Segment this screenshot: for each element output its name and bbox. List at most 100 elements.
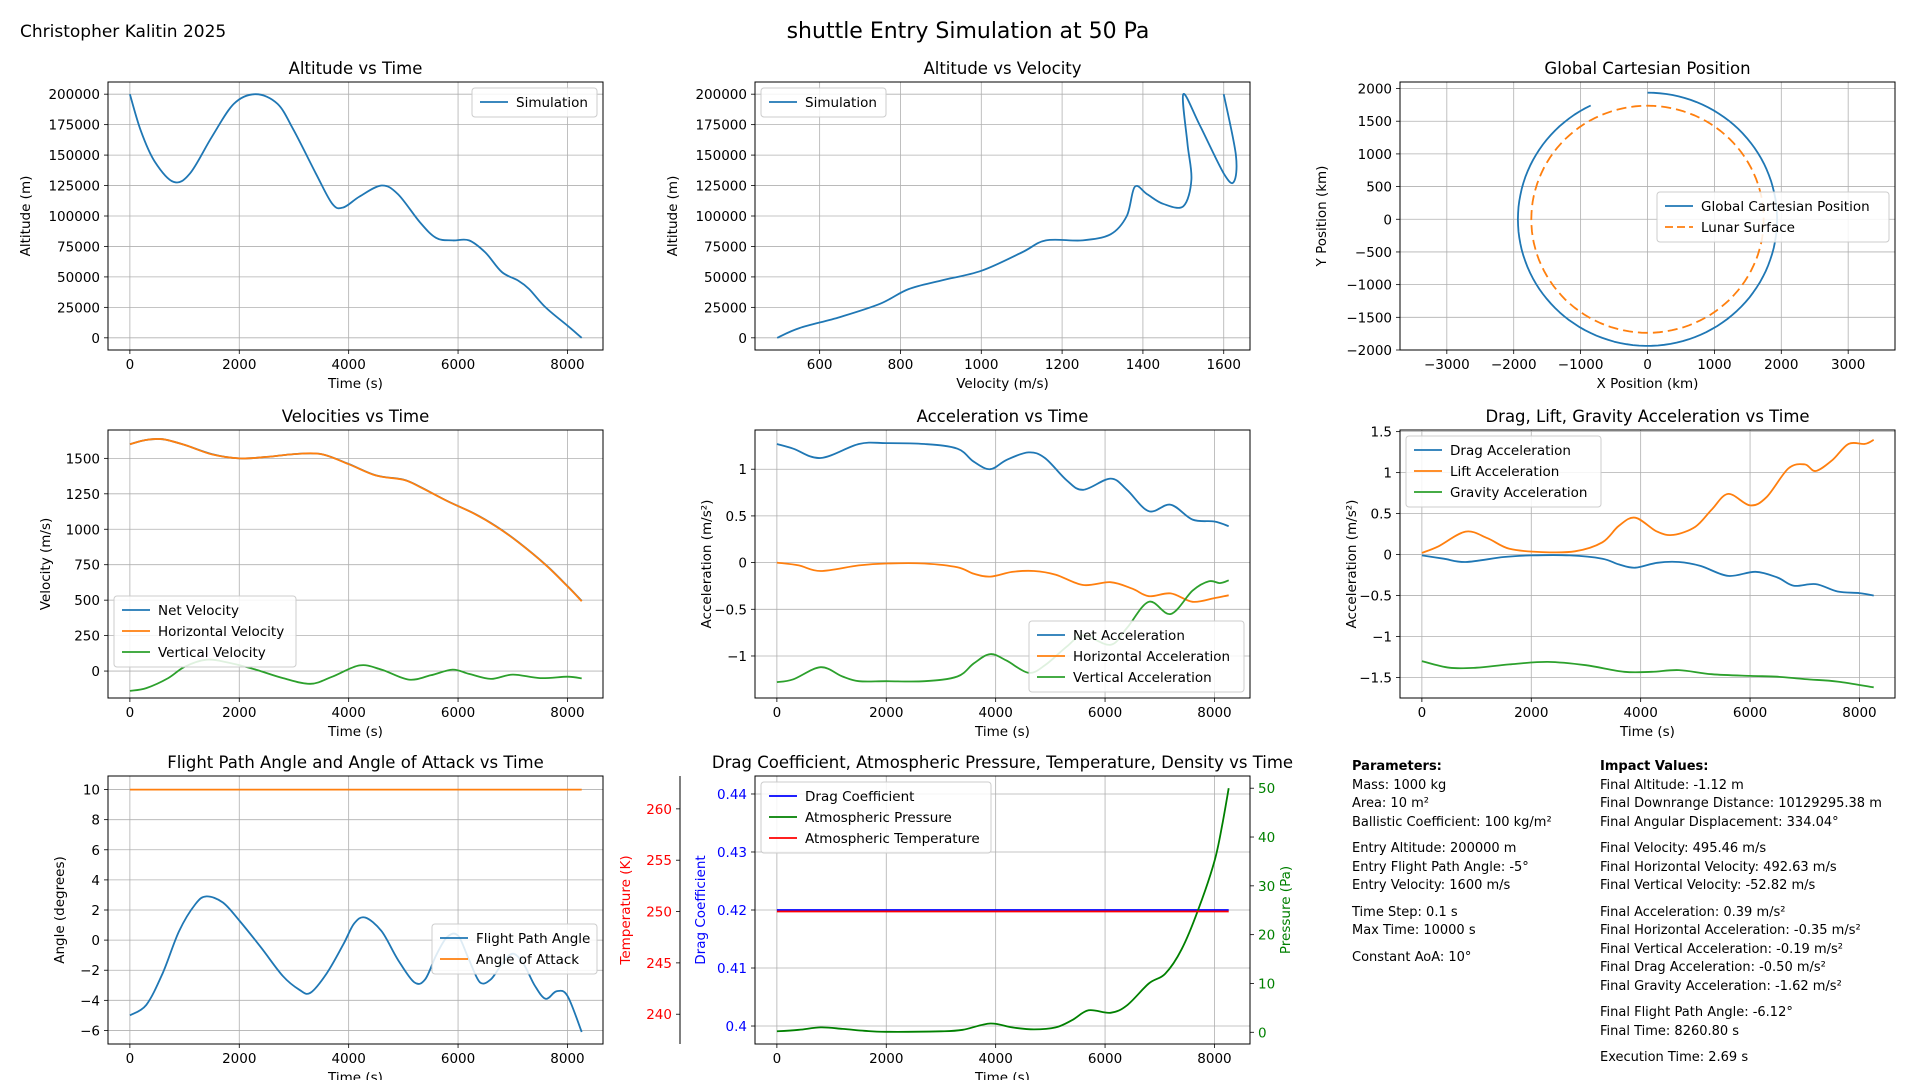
x-tick-label: 600: [807, 357, 833, 373]
temperature-tick-label: 255: [646, 853, 672, 869]
temperature-tick-label: 250: [646, 905, 672, 921]
param-entry-fpa: Entry Flight Path Angle: -5°: [1352, 859, 1529, 875]
y-tick-label: 0: [1383, 212, 1392, 228]
x-tick-label: 2000: [1514, 705, 1548, 721]
impact-gacc: Final Gravity Acceleration: -1.62 m/s²: [1600, 978, 1842, 994]
legend: Drag Coefficient Atmospheric Pressure Atmo…: [760, 781, 992, 854]
x-tick-label: 6000: [1088, 705, 1122, 721]
x-tick-label: 8000: [1197, 705, 1231, 721]
series-line-lift-acceleration: [1421, 438, 1875, 554]
chart-dlg_time: Drag, Lift, Gravity Acceleration vs Time…: [1344, 407, 1896, 740]
legend-entry: Atmospheric Pressure: [805, 810, 952, 826]
impact-acc: Final Acceleration: 0.39 m/s²: [1600, 904, 1786, 920]
y-tick-label: 0: [91, 664, 100, 680]
y-axis-label: Altitude (m): [18, 176, 34, 257]
y-tick-label: 50000: [57, 270, 100, 286]
impact-dacc: Final Drag Acceleration: -0.50 m/s²: [1600, 960, 1826, 975]
axes-frame: [107, 429, 604, 699]
x-tick-label: 4000: [1623, 705, 1657, 721]
legend-box: [1656, 191, 1890, 243]
y-tick-label: 25000: [57, 300, 100, 316]
legend-entry: Gravity Acceleration: [1450, 485, 1588, 501]
series-line-horizontal-velocity: [129, 437, 583, 602]
y-tick-label: −2000: [1346, 343, 1392, 359]
chart-acc_time: Acceleration vs Time 0 2000 4000 6000 8000 −1 −…: [699, 407, 1251, 740]
y-tick-label: −4: [80, 993, 100, 1009]
legend-entry: Lift Acceleration: [1450, 464, 1559, 480]
pressure-tick-label: 20: [1258, 928, 1275, 944]
x-axis-label: Time (s): [974, 1070, 1030, 1080]
y-tick-label: 750: [74, 558, 100, 574]
pressure-tick-label: 40: [1258, 830, 1275, 846]
chart-alt_time: Altitude vs Time 0 2000 4000 6000 8000 0 25000 5…: [18, 59, 604, 392]
chart-title: Acceleration vs Time: [917, 407, 1089, 426]
y-tick-label: 0: [738, 331, 747, 347]
impact-hvel: Final Horizontal Velocity: 492.63 m/s: [1600, 859, 1837, 875]
legend-entry: Drag Coefficient: [805, 789, 914, 805]
impact-vacc: Final Vertical Acceleration: -0.19 m/s²: [1600, 941, 1843, 957]
x-tick-label: 8000: [1197, 1051, 1231, 1067]
y-tick-label: −1500: [1346, 310, 1392, 326]
axes-frame: [754, 775, 1251, 1045]
chart-title: Velocities vs Time: [282, 407, 430, 426]
impact-altitude: Final Altitude: -1.12 m: [1600, 777, 1744, 793]
axes-frame: [1399, 429, 1896, 699]
series-line-simulation: [776, 93, 1238, 339]
x-tick-label: 0: [773, 1051, 782, 1067]
chart-title: Drag, Lift, Gravity Acceleration vs Time: [1485, 407, 1809, 426]
series-line-drag-acceleration: [1421, 554, 1874, 597]
y-tick-label: 2000: [1358, 82, 1392, 98]
chart-alt_vel: Altitude vs Velocity 600 800 1000 1200 1400 16…: [665, 59, 1251, 392]
y-tick-label: 100000: [695, 209, 747, 225]
series-line-horizontal-acceleration: [776, 561, 1229, 603]
y-tick-label: 0.4: [726, 1019, 747, 1035]
legend-box: [431, 923, 598, 975]
impact-fpa: Final Flight Path Angle: -6.12°: [1600, 1005, 1793, 1020]
axes-frame: [107, 81, 604, 351]
x-axis-label: Velocity (m/s): [956, 376, 1049, 392]
legend-entry: Flight Path Angle: [476, 931, 590, 947]
legend-entry: Vertical Acceleration: [1073, 670, 1212, 686]
x-tick-label: −3000: [1424, 357, 1470, 373]
y-tick-label: 1000: [66, 522, 100, 538]
y-tick-label: 0: [91, 331, 100, 347]
legend-entry: Lunar Surface: [1701, 220, 1795, 236]
x-tick-label: 0: [1418, 705, 1427, 721]
x-axis-label: Time (s): [327, 724, 383, 740]
y-tick-label: 1: [1383, 466, 1392, 482]
x-tick-label: 4000: [331, 357, 365, 373]
x-tick-label: 6000: [441, 357, 475, 373]
series-line-net-velocity: [129, 437, 583, 602]
x-tick-label: 4000: [978, 1051, 1012, 1067]
x-tick-label: 8000: [550, 705, 584, 721]
param-area: Area: 10 m²: [1352, 796, 1429, 811]
y-tick-label: 1500: [66, 451, 100, 467]
plot-area: [776, 788, 1230, 1033]
chart-vel_time: Velocities vs Time 0 2000 4000 6000 8000 0 250 5…: [38, 407, 604, 740]
legend: Simulation: [471, 87, 598, 118]
y-tick-label: 500: [74, 593, 100, 609]
y-tick-label: 200000: [695, 87, 747, 103]
series-line-atmospheric-pressure: [776, 788, 1230, 1033]
y-tick-label: 0: [91, 933, 100, 949]
param-ballistic: Ballistic Coefficient: 100 kg/m²: [1352, 814, 1552, 830]
x-tick-label: 4000: [978, 705, 1012, 721]
y-tick-label: 0.44: [717, 787, 747, 803]
x-tick-label: 8000: [550, 1051, 584, 1067]
x-tick-label: 0: [126, 357, 135, 373]
x-tick-label: 800: [888, 357, 914, 373]
y-tick-label: 75000: [57, 239, 100, 255]
x-tick-label: 1200: [1045, 357, 1079, 373]
y-axis-label: Angle (degrees): [52, 856, 68, 964]
x-tick-label: 1000: [1697, 357, 1731, 373]
plot-area: [1517, 91, 1778, 347]
impact-downrange: Final Downrange Distance: 10129295.38 m: [1600, 796, 1882, 811]
chart-atm_time: Drag Coefficient, Atmospheric Pressure, …: [618, 753, 1294, 1080]
param-entry-velocity: Entry Velocity: 1600 m/s: [1352, 878, 1511, 893]
x-tick-label: 4000: [331, 1051, 365, 1067]
y-tick-label: 150000: [48, 148, 100, 164]
x-tick-label: 2000: [1764, 357, 1798, 373]
y-tick-label: 0.5: [726, 509, 747, 525]
parameters-panel: Parameters: Mass: 1000 kg Area: 10 m² Ba…: [1352, 758, 1552, 967]
plot-area: [776, 93, 1238, 339]
